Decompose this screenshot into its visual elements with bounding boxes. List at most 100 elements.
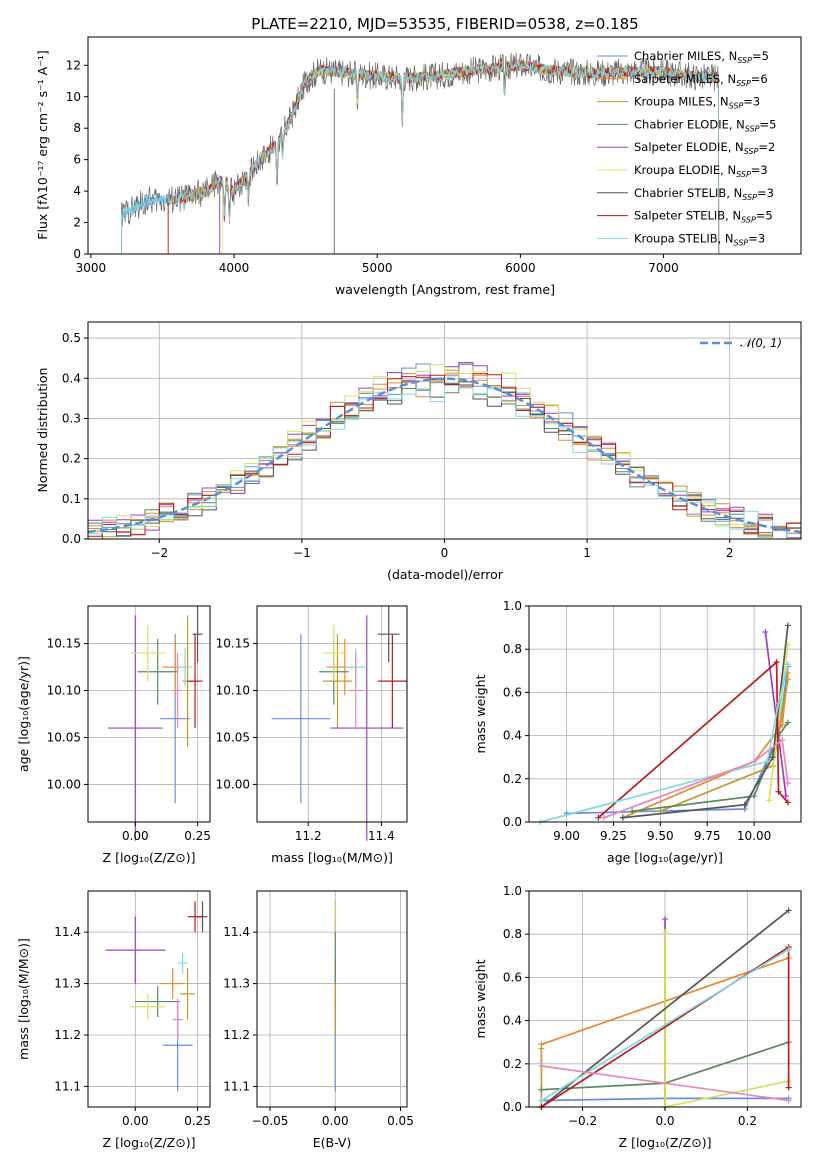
residual-ytick-label: 0.5 (62, 331, 81, 345)
weight-age-ytick-label: 0.0 (503, 815, 522, 829)
weight-age-xtick-label: 10.00 (737, 829, 771, 843)
age-metallicity-xtick-label: 0.00 (122, 829, 149, 843)
age-mass-xtick-label: 11.4 (368, 829, 395, 843)
mass-metallicity-panel: 0.00 0.25 11.1 11.2 11.3 11.4 Z [log₁₀(Z/Z⊙)] m… (16, 890, 211, 1150)
spectrum-lines (121, 52, 720, 255)
spectrum-ytick-label: 0 (73, 247, 81, 261)
mass-metallicity-ytick-label: 11.2 (54, 1028, 81, 1042)
spectrum-xtick-label: 7000 (648, 261, 679, 275)
spectrum-ytick-label: 8 (73, 121, 81, 135)
mass-extinction-xlabel: E(B-V) (313, 1135, 352, 1150)
weight-age-xtick-label: 9.00 (553, 829, 580, 843)
weight-age-ytick-label: 0.4 (503, 729, 522, 743)
weight-age-ytick-label: 0.2 (503, 772, 522, 786)
mass-metallicity-xtick-label: 0.00 (122, 1114, 149, 1128)
spectrum-xtick-label: 5000 (362, 261, 393, 275)
age-mass-xtick-label: 11.2 (295, 829, 322, 843)
weight-metallicity-point (785, 946, 792, 953)
weight-metallicity-ytick-label: 0.6 (503, 970, 522, 984)
legend-label: Chabrier STELIB, NSSP=3 (634, 186, 774, 202)
weight-metallicity-point (662, 916, 668, 923)
weight-age-xtick-label: 9.25 (600, 829, 627, 843)
age-mass-ytick-label: 10.10 (216, 684, 250, 698)
residual-ytick-label: 0.0 (62, 532, 81, 546)
weight-metallicity-point (785, 1084, 792, 1091)
weight-age-point (779, 736, 786, 743)
age-mass-panel: 11.2 11.4 10.00 10.05 10.10 10.15 mass [log₁₀(… (216, 605, 408, 865)
age-mass-ytick-label: 10.15 (216, 637, 250, 651)
legend-label: Chabrier MILES, NSSP=5 (634, 49, 769, 65)
weight-age-point (762, 628, 769, 635)
weight-metallicity-xlabel: Z [log₁₀(Z/Z⊙)] (619, 1135, 712, 1150)
weight-metallicity-ytick-label: 1.0 (503, 884, 522, 898)
spectrum-xtick-label: 6000 (505, 261, 536, 275)
weight-metallicity-xtick-label: 0.2 (738, 1114, 757, 1128)
residual-histogram (88, 373, 801, 537)
age-mass-ytick-label: 10.00 (216, 777, 250, 791)
weight-metallicity-ylabel: mass weight (473, 959, 488, 1038)
weight-age-series-line (540, 664, 789, 823)
weight-age-point (595, 814, 602, 821)
mass-metallicity-xlabel: Z [log₁₀(Z/Z⊙)] (103, 1135, 196, 1150)
spectrum-ytick-label: 4 (73, 184, 81, 198)
mass-metallicity-xtick-label: 0.25 (184, 1114, 211, 1128)
weight-metallicity-point (538, 1045, 545, 1052)
residual-legend: 𝒩(0, 1) (700, 336, 782, 350)
weight-age-series-line (597, 660, 789, 819)
weight-age-point (629, 808, 636, 815)
residual-xtick-label: −1 (293, 546, 311, 560)
weight-age-xtick-label: 9.75 (694, 829, 721, 843)
spectrum-panel: PLATE=2210, MJD=53535, FIBERID=0538, z=0… (35, 15, 802, 297)
weight-metallicity-series-line (540, 909, 790, 1108)
age-metallicity-panel: 0.00 0.25 10.00 10.05 10.10 10.15 Z [log₁₀(Z/Z… (16, 605, 211, 865)
weight-metallicity-point (538, 1062, 545, 1069)
weight-metallicity-point (538, 1097, 545, 1104)
weight-age-point (764, 758, 771, 765)
spectrum-title: PLATE=2210, MJD=53535, FIBERID=0538, z=0… (251, 15, 638, 33)
weight-age-series-line (768, 644, 789, 801)
spectrum-xlabel: wavelength [Angstrom, rest frame] (335, 282, 555, 297)
weight-age-frame (528, 605, 802, 823)
weight-age-series-line (632, 722, 789, 813)
legend-label: Salpeter ELODIE, NSSP=2 (634, 140, 775, 156)
weight-age-point (784, 622, 791, 629)
weight-age-point (741, 801, 748, 808)
mass-extinction-frame (256, 890, 408, 1108)
weight-metallicity-ytick-label: 0.4 (503, 1014, 522, 1028)
age-metallicity-ytick-label: 10.15 (47, 637, 81, 651)
residual-ticks: −2 −1 0 1 2 0.0 0.1 0.2 0.3 0.4 0.5 (62, 331, 734, 560)
spectrum-frame (87, 36, 802, 255)
residual-xtick-label: −2 (150, 546, 168, 560)
age-mass-frame (256, 605, 408, 823)
weight-age-xlabel: age [log₁₀(age/yr)] (607, 850, 723, 865)
residual-panel: −2 −1 0 1 2 0.0 0.1 0.2 0.3 0.4 0.5 (data-model)/e… (35, 321, 802, 582)
age-metallicity-ytick-label: 10.05 (47, 730, 81, 744)
mass-extinction-ytick-label: 11.2 (223, 1028, 250, 1042)
spectrum-ytick-label: 2 (73, 216, 81, 230)
mass-extinction-xtick-label: 0.05 (387, 1114, 414, 1128)
spectrum-legend: Chabrier MILES, NSSP=5 Salpeter MILES, NS… (597, 49, 776, 247)
spectrum-ytick-label: 12 (66, 58, 81, 72)
legend-label: Kroupa MILES, NSSP=3 (634, 95, 760, 111)
weight-age-series-line (622, 625, 789, 819)
spectrum-ylabel: Flux [fλ10⁻¹⁷ erg cm⁻² s⁻¹ A⁻¹] (35, 50, 50, 239)
weight-age-point (601, 814, 608, 821)
age-mass-ytick-label: 10.05 (216, 730, 250, 744)
residual-xtick-label: 1 (583, 546, 591, 560)
weight-age-point (782, 793, 789, 800)
legend-label: Kroupa ELODIE, NSSP=3 (634, 163, 768, 179)
mass-extinction-ytick-label: 11.3 (223, 977, 250, 991)
spectrum-line (121, 60, 720, 255)
mass-extinction-panel: −0.05 0.00 0.05 11.1 11.2 11.3 11.4 E(B-V) (223, 890, 414, 1150)
weight-age-point (775, 700, 782, 707)
weight-age-point (619, 814, 626, 821)
normal-legend-label: 𝒩(0, 1) (740, 336, 782, 350)
weight-age-series-line (603, 738, 789, 819)
spectrum-ytick-label: 6 (73, 153, 81, 167)
age-metallicity-xlabel: Z [log₁₀(Z/Z⊙)] (103, 850, 196, 865)
weight-age-ylabel: mass weight (473, 674, 488, 753)
mass-extinction-xtick-label: −0.05 (252, 1114, 289, 1128)
weight-age-point (784, 661, 791, 668)
age-metallicity-ytick-label: 10.10 (47, 684, 81, 698)
weight-age-point (784, 780, 791, 787)
